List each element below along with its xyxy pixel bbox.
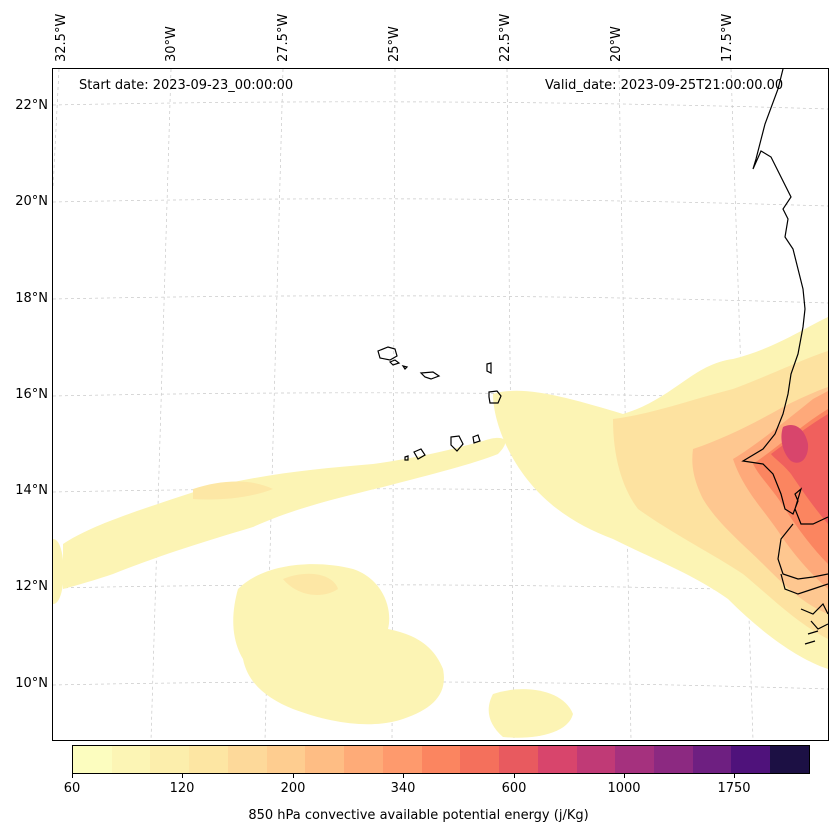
colorbar-segment <box>770 746 809 773</box>
lat-label: 20°N <box>15 194 48 209</box>
lat-label: 12°N <box>15 579 48 594</box>
colorbar-segment <box>615 746 655 773</box>
cape-field <box>53 317 828 738</box>
africa-coastline <box>741 69 828 525</box>
lon-label: 32.5°W <box>54 13 69 62</box>
lat-label: 10°N <box>15 676 48 691</box>
cape-south-blob <box>233 564 444 725</box>
lat-label: 14°N <box>15 483 48 498</box>
colorbar-tickmark <box>734 773 735 778</box>
colorbar-tickmark <box>403 773 404 778</box>
colorbar-segment <box>344 746 383 773</box>
colorbar-tick: 1000 <box>607 781 641 796</box>
lat-label: 16°N <box>15 387 48 402</box>
colorbar-tickmark <box>514 773 515 778</box>
colorbar-tickmark <box>624 773 625 778</box>
island-sao-nicolau <box>419 371 441 380</box>
coastlines <box>377 69 828 645</box>
cape-band-far-west <box>53 539 64 604</box>
colorbar-tick: 340 <box>390 781 416 796</box>
lon-label: 17.5°W <box>720 13 735 62</box>
colorbar-segment <box>266 746 306 773</box>
map-panel <box>52 68 829 741</box>
lon-label: 22.5°W <box>498 13 513 62</box>
colorbar-segment <box>654 746 693 773</box>
island-santo-antao <box>377 346 398 361</box>
colorbar-tickmark <box>293 773 294 778</box>
cape-band-inner <box>193 481 273 500</box>
lon-label: 30°W <box>164 26 179 62</box>
island-boa-vista <box>488 390 502 404</box>
colorbar-segment <box>499 746 538 773</box>
cape-south-small <box>488 689 573 738</box>
colorbar-tick: 600 <box>501 781 527 796</box>
lat-label: 22°N <box>15 98 48 113</box>
cape-east-ring6 <box>771 414 828 524</box>
cape-east-core <box>781 424 809 463</box>
cape-band-western <box>63 437 506 589</box>
colorbar-segment <box>382 746 422 773</box>
colorbar-tickmark <box>182 773 183 778</box>
colorbar-segment <box>189 746 228 773</box>
colorbar-segment <box>692 746 732 773</box>
colorbar-segment <box>111 746 151 773</box>
colorbar-tick: 60 <box>63 781 81 796</box>
colorbar-tick: 200 <box>280 781 306 796</box>
colorbar-tick: 120 <box>169 781 195 796</box>
island-brava <box>404 455 409 461</box>
island-sal <box>486 362 492 374</box>
colorbar-segment <box>731 746 771 773</box>
colorbar-segment <box>460 746 500 773</box>
map-canvas <box>53 69 828 740</box>
colorbar-tick: 1750 <box>717 781 751 796</box>
island-sao-vicente <box>388 359 401 366</box>
lon-label: 25°W <box>387 26 402 62</box>
valid-date-label: Valid_date: 2023-09-25T21:00:00.00 <box>545 78 784 93</box>
colorbar-segment <box>227 746 267 773</box>
lat-label: 18°N <box>15 291 48 306</box>
start-date-label: Start date: 2023-09-23_00:00:00 <box>79 78 294 93</box>
colorbar-segment <box>150 746 190 773</box>
colorbar-segment <box>73 746 112 773</box>
lon-label: 27.5°W <box>276 13 291 62</box>
colorbar-segment <box>421 746 461 773</box>
africa-coastline-south <box>777 523 828 580</box>
colorbar-segment <box>576 746 616 773</box>
island-santiago <box>450 435 464 452</box>
colorbar-label: 850 hPa convective available potential e… <box>248 808 589 823</box>
colorbar-segment <box>537 746 577 773</box>
bijagos-coastline <box>780 573 828 645</box>
colorbar <box>72 745 810 774</box>
lon-label: 20°W <box>609 26 624 62</box>
colorbar-segment <box>305 746 345 773</box>
cape-south-blob-core <box>283 573 338 595</box>
island-maio <box>472 434 481 444</box>
colorbar-tickmark <box>72 773 73 778</box>
island-santa-luzia <box>401 365 409 370</box>
island-fogo <box>413 448 426 460</box>
